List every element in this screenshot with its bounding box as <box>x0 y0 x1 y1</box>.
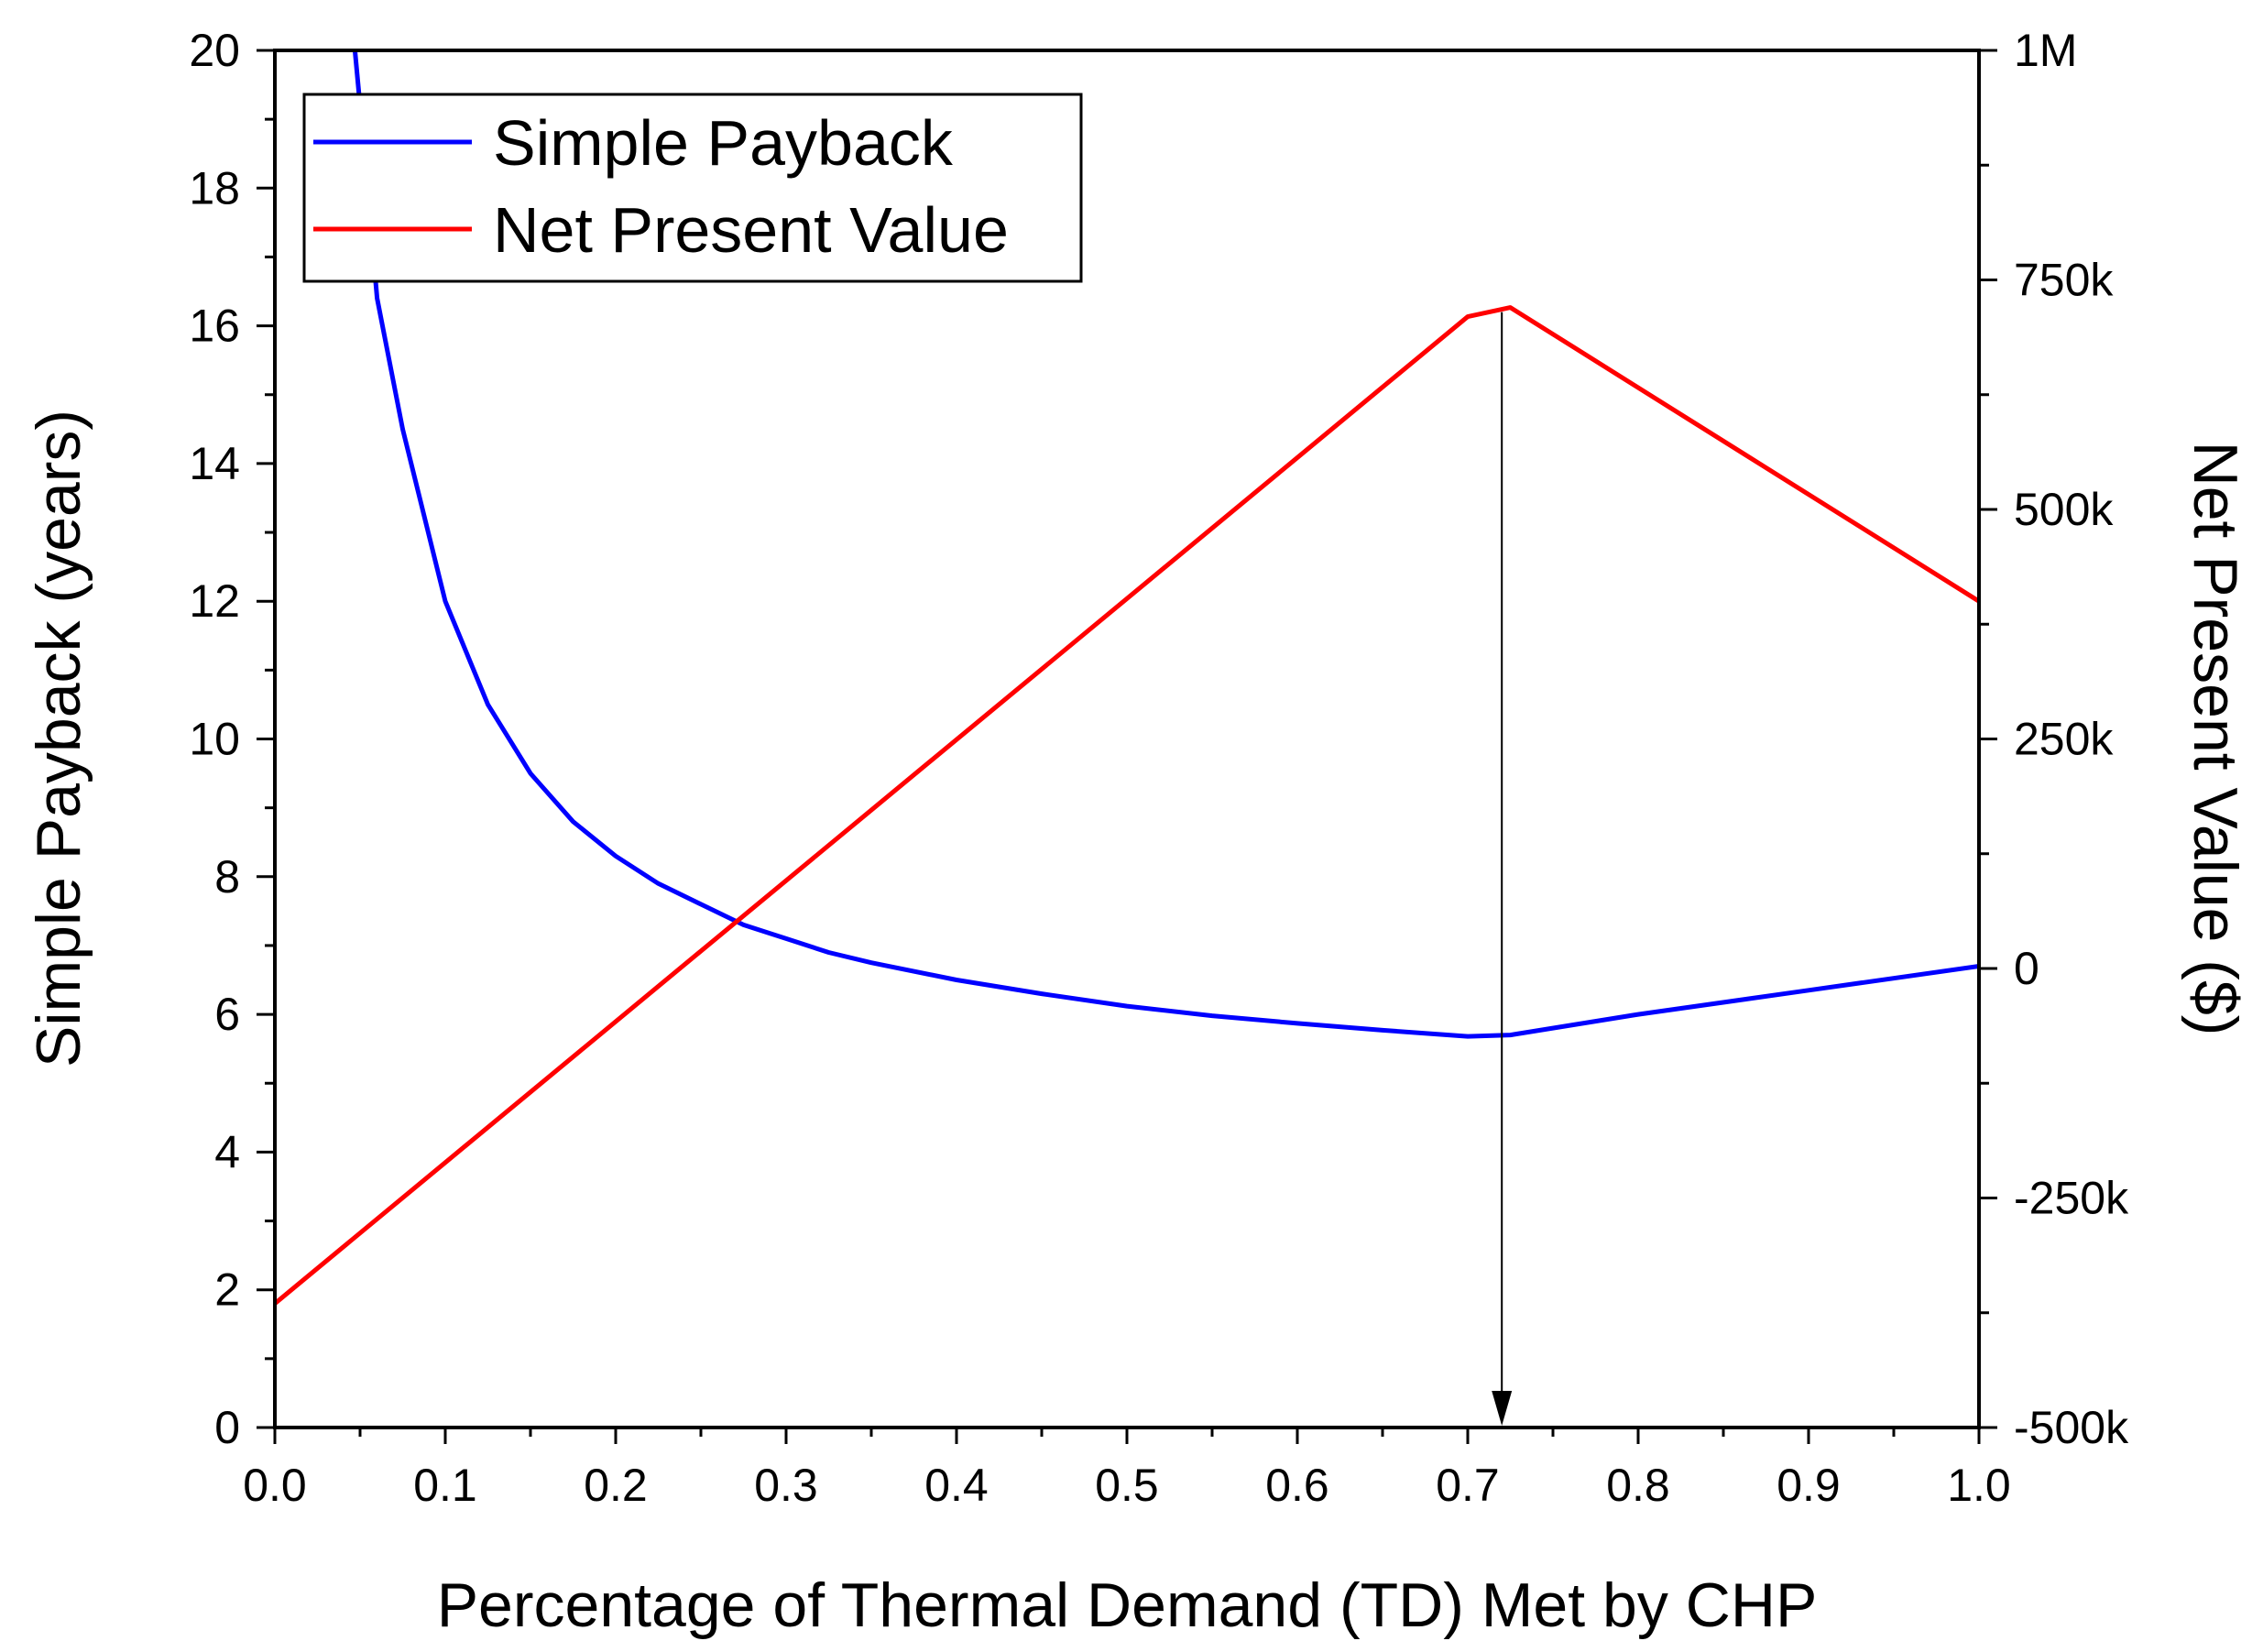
y-right-tick-label: -250k <box>2014 1173 2129 1224</box>
y-right-tick-label: 500k <box>2014 484 2114 535</box>
y-right-tick-label: 0 <box>2014 943 2039 994</box>
x-tick-label: 0.8 <box>1606 1460 1670 1511</box>
x-tick-label: 0.6 <box>1265 1460 1329 1511</box>
x-tick-label: 0.9 <box>1777 1460 1841 1511</box>
x-tick-label: 0.2 <box>584 1460 648 1511</box>
x-tick-label: 1.0 <box>1947 1460 2011 1511</box>
y-left-tick-label: 4 <box>214 1126 240 1177</box>
y-left-tick-label: 16 <box>189 301 240 352</box>
x-tick-label: 0.3 <box>754 1460 818 1511</box>
y-left-tick-label: 0 <box>214 1402 240 1453</box>
x-tick-label: 0.7 <box>1436 1460 1500 1511</box>
y-right-tick-label: 1M <box>2014 25 2077 76</box>
y-axis-title-right: Net Present Value ($) <box>2181 442 2250 1036</box>
y-left-tick-label: 14 <box>189 438 240 489</box>
y-right-tick-label: 250k <box>2014 714 2114 765</box>
x-tick-label: 0.4 <box>924 1460 989 1511</box>
y-left-tick-label: 18 <box>189 162 240 213</box>
legend-box <box>302 93 1083 283</box>
y-left-tick-label: 2 <box>214 1264 240 1316</box>
y-left-tick-label: 20 <box>189 25 240 76</box>
series-line-simple-payback <box>352 50 1979 1039</box>
legend-label-simple-payback: Simple Payback <box>493 107 954 179</box>
y-right-tick-label: -500k <box>2014 1402 2129 1453</box>
x-tick-label: 0.5 <box>1095 1460 1159 1511</box>
x-tick-label: 0.1 <box>413 1460 477 1511</box>
y-left-tick-label: 8 <box>214 851 240 903</box>
y-left-tick-label: 12 <box>189 575 240 627</box>
legend-label-net-present-value: Net Present Value <box>493 194 1009 266</box>
y-left-tick-label: 6 <box>214 989 240 1040</box>
y-right-tick-label: 750k <box>2014 255 2114 306</box>
x-axis-title: Percentage of Thermal Demand (TD) Met by… <box>437 1570 1818 1640</box>
y-axis-title-left: Simple Payback (years) <box>24 410 93 1067</box>
legend: Simple Payback Net Present Value <box>302 93 1083 283</box>
y-left-tick-label: 10 <box>189 714 240 765</box>
annotation-arrow-head <box>1492 1391 1513 1426</box>
series-line-net-present-value <box>275 305 1979 1306</box>
x-tick-label: 0.0 <box>243 1460 307 1511</box>
